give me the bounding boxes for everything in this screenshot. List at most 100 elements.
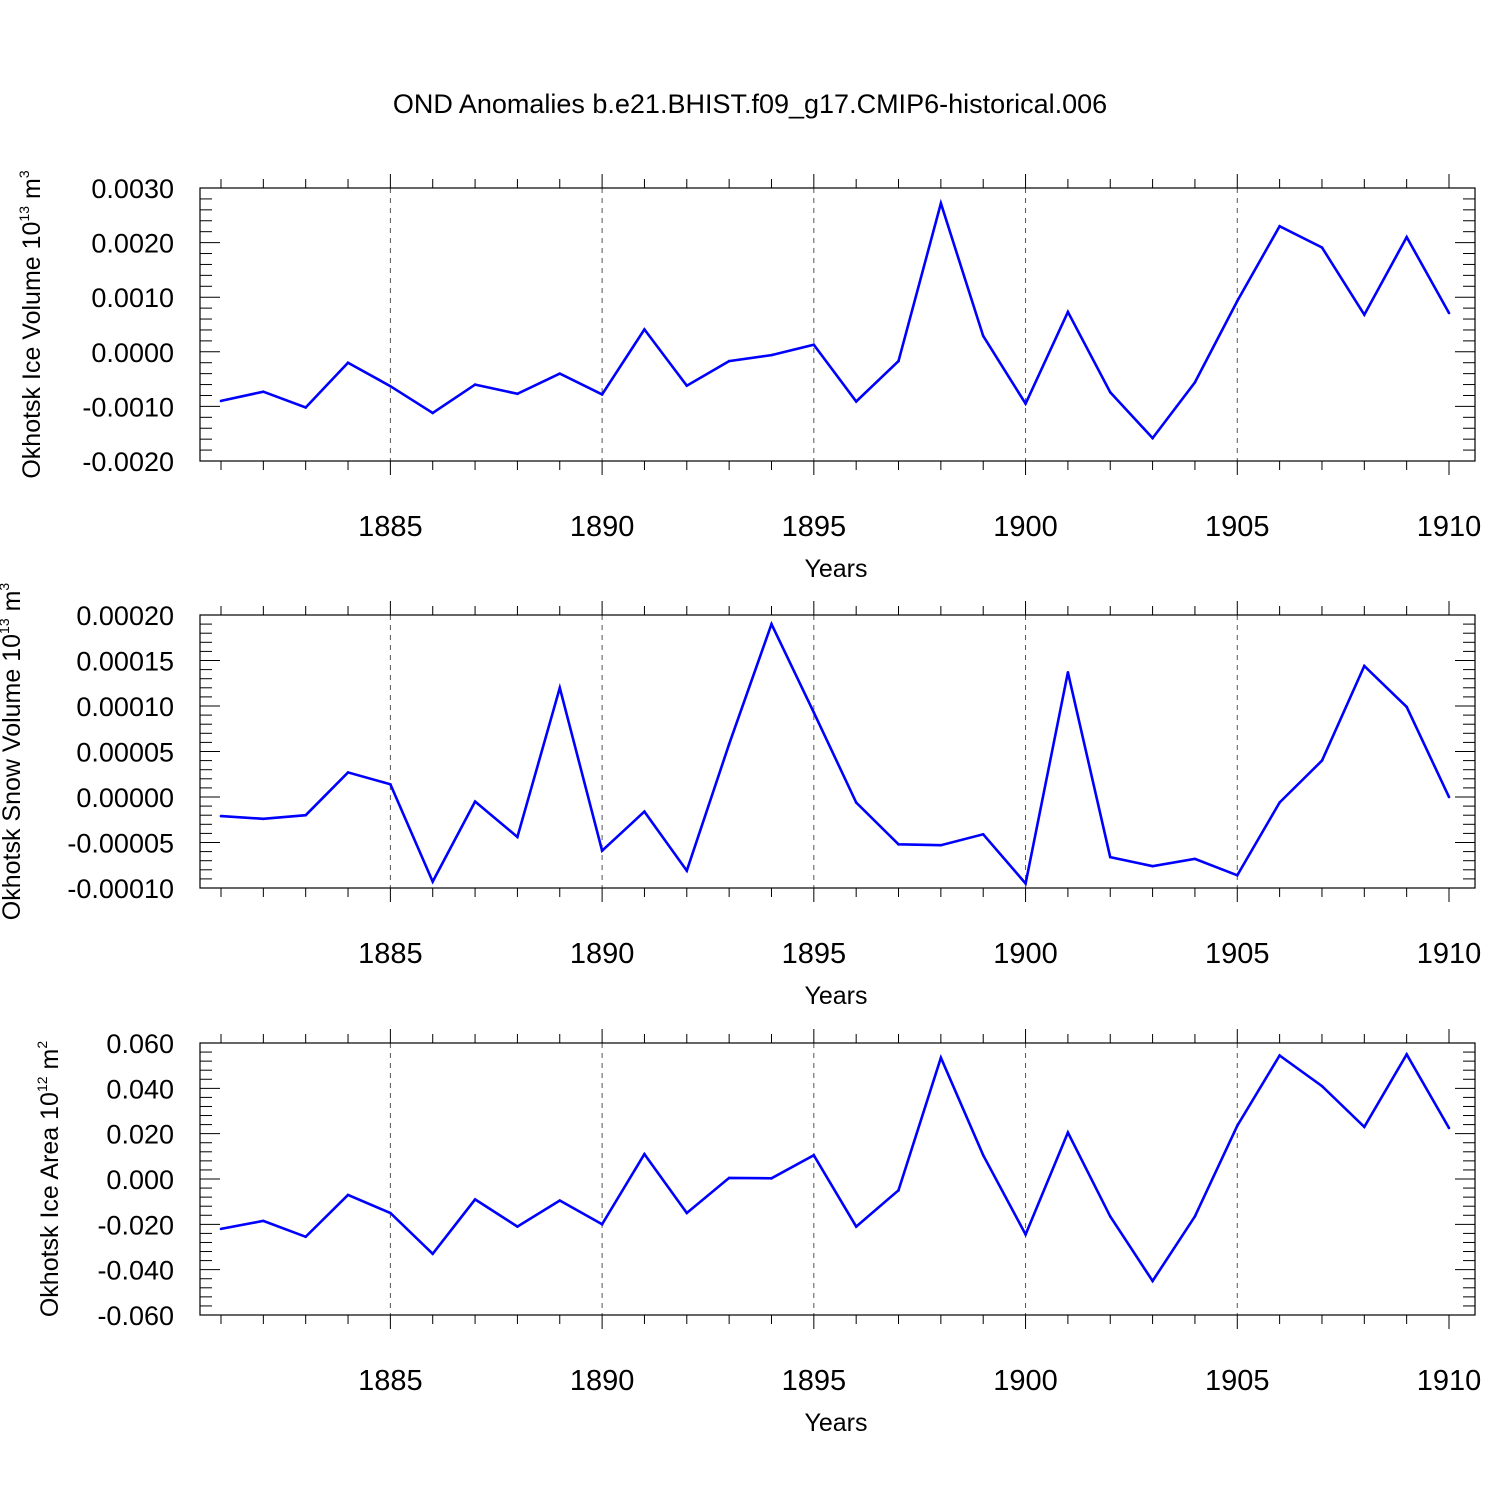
data-point xyxy=(389,782,392,786)
data-point xyxy=(643,1152,646,1156)
x-tick-label: 1905 xyxy=(1205,511,1270,543)
x-tick-label: 1885 xyxy=(358,938,423,970)
data-point xyxy=(1363,1125,1366,1129)
y-axis-label-main: Okhotsk Ice Area 10 xyxy=(36,1092,64,1317)
panel-snow-volume: -0.00010 -0.00005 0.00000 0.00005 0.00010 0.0… xyxy=(0,583,1481,1010)
data-point xyxy=(812,343,816,347)
data-point xyxy=(854,1225,858,1228)
data-point xyxy=(262,817,265,821)
data-point xyxy=(262,390,265,393)
y-tick-label: -0.0010 xyxy=(82,392,174,422)
data-point xyxy=(643,328,646,331)
panel-ice-volume: -0.0020 -0.0010 0.0000 0.0010 0.0020 0.0030 18… xyxy=(16,170,1481,583)
y-tick-label: 0.00015 xyxy=(76,647,174,677)
x-tick-label: 1885 xyxy=(358,1365,423,1397)
data-point xyxy=(389,384,392,388)
data-point xyxy=(854,400,858,403)
data-point xyxy=(1447,795,1451,799)
data-point xyxy=(558,372,562,375)
data-point xyxy=(558,1199,562,1202)
data-point xyxy=(431,1252,435,1256)
y-axis-label: Okhotsk Ice Volume 1013 m3 xyxy=(16,170,46,479)
data-point xyxy=(1320,1084,1324,1088)
data-point xyxy=(1320,759,1324,762)
x-tick-label: 1900 xyxy=(993,938,1058,970)
y-tick-label: 0.0020 xyxy=(91,229,174,259)
data-point xyxy=(1193,1215,1197,1218)
data-point xyxy=(1405,235,1408,239)
data-point xyxy=(1447,311,1451,315)
y-tick-label: 0.0030 xyxy=(91,174,174,204)
data-point xyxy=(939,1056,943,1060)
data-point xyxy=(600,849,604,852)
plot-frame xyxy=(199,614,1476,889)
data-point xyxy=(812,711,816,714)
data-point xyxy=(1024,882,1027,885)
x-tick-label: 1895 xyxy=(782,511,847,543)
data-point xyxy=(304,813,307,817)
data-point xyxy=(1235,873,1239,877)
y-axis-label-unit-exp: 3 xyxy=(16,170,32,178)
data-point xyxy=(939,201,943,205)
data-point xyxy=(854,801,858,804)
x-axis-label: Years xyxy=(804,555,867,583)
data-point xyxy=(897,359,900,363)
y-axis-label: Okhotsk Ice Area 1012 m2 xyxy=(34,1041,64,1318)
data-point xyxy=(431,880,435,883)
data-point xyxy=(1108,390,1112,394)
panel-ice-area: -0.060 -0.040 -0.020 0.000 0.020 0.040 0.060 18… xyxy=(34,1029,1481,1437)
data-point xyxy=(897,1189,900,1192)
data-point xyxy=(1235,299,1239,303)
data-point xyxy=(1024,1233,1027,1236)
data-point xyxy=(1151,864,1154,868)
data-point xyxy=(304,1235,307,1239)
y-axis-label-unit: m xyxy=(18,178,46,199)
data-point xyxy=(1363,664,1366,668)
data-point xyxy=(516,1225,519,1228)
y-tick-label: 0.0010 xyxy=(91,283,174,313)
series-line xyxy=(220,1051,1451,1284)
y-axis-label-main: Okhotsk Ice Volume 10 xyxy=(18,222,46,479)
data-point xyxy=(600,1223,604,1226)
data-point xyxy=(346,771,350,774)
data-point xyxy=(219,399,223,403)
y-axis-label-exp: 12 xyxy=(34,1076,50,1092)
x-tick-label: 1905 xyxy=(1205,1365,1270,1397)
y-tick-label: -0.00010 xyxy=(67,874,174,904)
x-tick-label: 1890 xyxy=(570,1365,635,1397)
data-point xyxy=(1235,1124,1239,1128)
data-point xyxy=(219,814,223,818)
data-point xyxy=(431,411,435,415)
data-point xyxy=(897,843,900,846)
data-point xyxy=(812,1153,816,1157)
data-point xyxy=(1024,402,1027,405)
data-point xyxy=(516,835,519,839)
x-tick-label: 1905 xyxy=(1205,938,1270,970)
data-point xyxy=(981,334,985,338)
y-axis-label-main: Okhotsk Snow Volume 10 xyxy=(0,634,26,920)
y-axis-label-exp: 13 xyxy=(0,618,12,634)
x-axis-label: Years xyxy=(804,982,867,1010)
y-tick-label: 0.000 xyxy=(106,1165,174,1195)
data-point xyxy=(1405,1053,1408,1056)
data-point xyxy=(685,384,689,387)
y-tick-label: -0.0020 xyxy=(82,447,174,477)
plot-frame xyxy=(199,1042,1476,1316)
data-point xyxy=(1320,246,1324,249)
data-point xyxy=(1066,671,1070,674)
figure-title: OND Anomalies b.e21.BHIST.f09_g17.CMIP6-… xyxy=(393,89,1107,119)
data-point xyxy=(1151,436,1154,440)
x-tick-label: 1885 xyxy=(358,511,423,543)
data-point xyxy=(473,1198,477,1201)
data-point xyxy=(558,686,562,690)
y-axis-label-exp: 13 xyxy=(16,206,32,222)
data-point xyxy=(770,622,773,626)
y-axis-label-unit-exp: 2 xyxy=(34,1041,50,1049)
data-point xyxy=(1278,224,1281,228)
x-axis-label: Years xyxy=(804,1409,867,1437)
x-tick-label: 1895 xyxy=(782,938,847,970)
plot-frame xyxy=(199,187,1476,462)
data-point xyxy=(727,359,731,363)
x-tick-label: 1910 xyxy=(1417,1365,1482,1397)
